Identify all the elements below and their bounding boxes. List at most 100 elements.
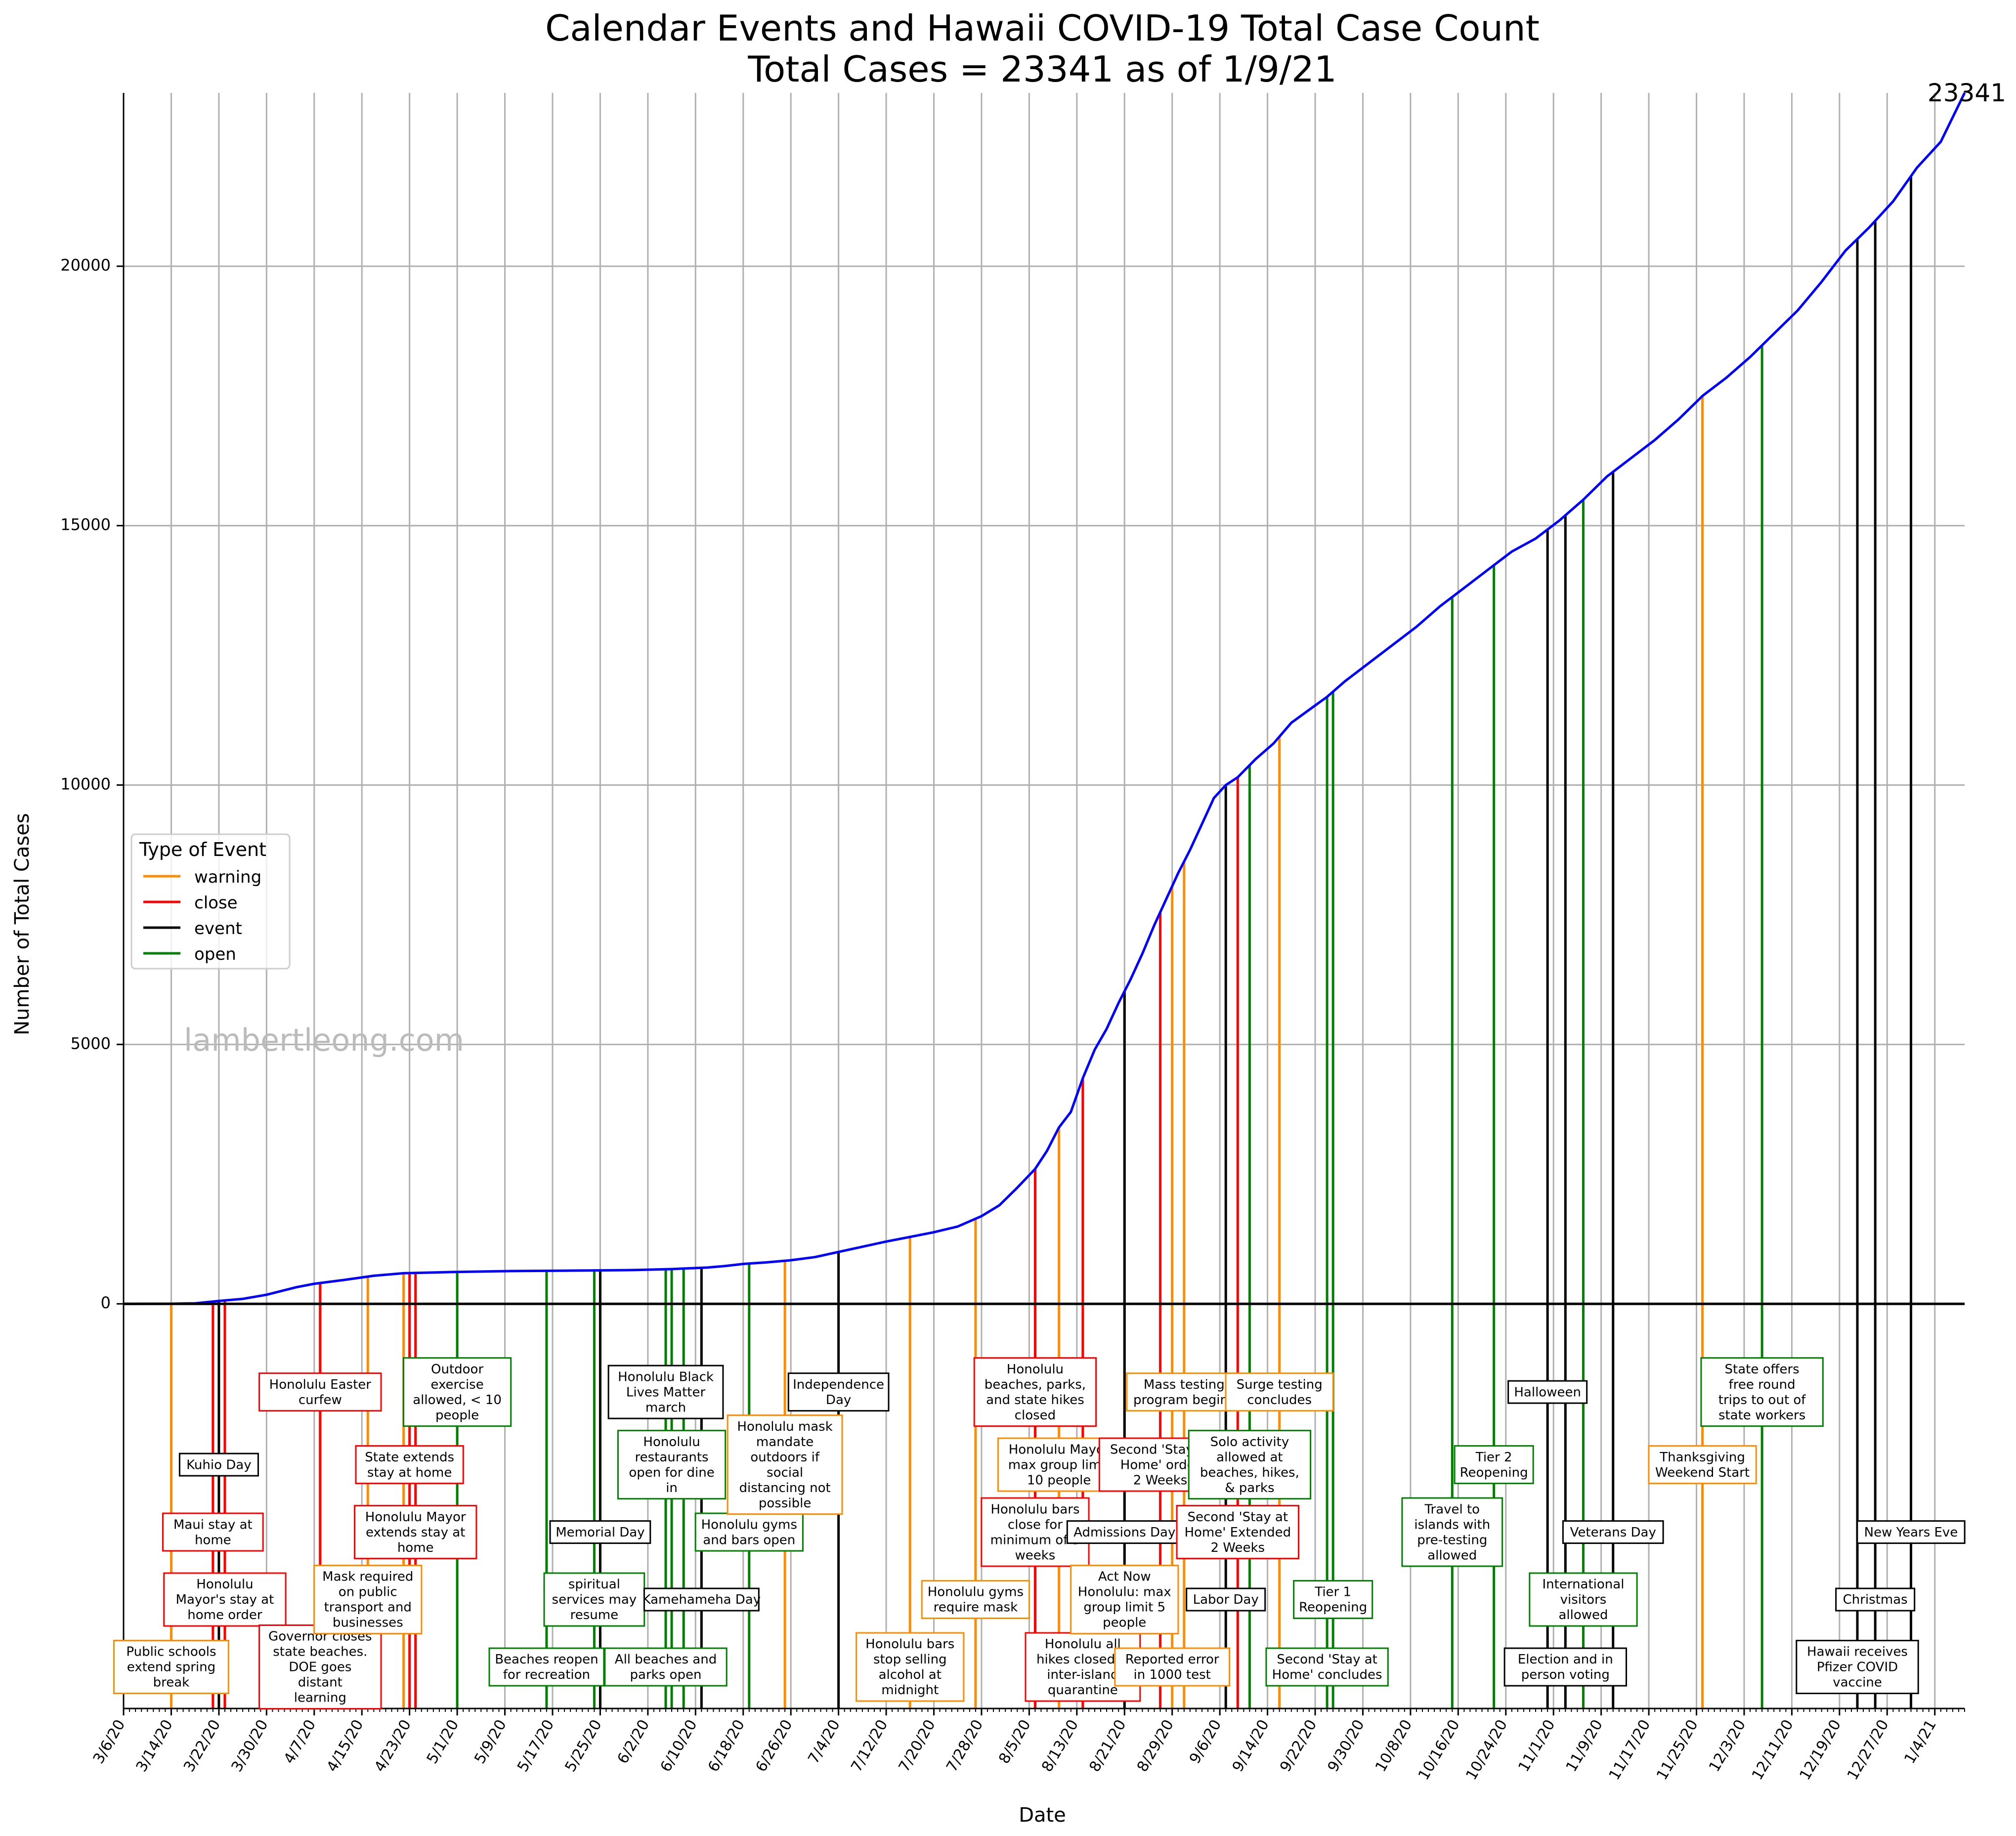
event-label: Public schools extend spring break xyxy=(126,1645,216,1690)
event-label-box xyxy=(163,1572,287,1627)
x-tick-label: 10/8/20 xyxy=(1372,1717,1415,1775)
event-label: Honolulu Mayor max group limit 10 people xyxy=(1008,1442,1110,1488)
event-label-box xyxy=(607,1365,724,1419)
event-label: New Years Eve xyxy=(1864,1525,1958,1540)
y-tick-label: 15000 xyxy=(60,515,111,534)
x-tick-label: 12/11/20 xyxy=(1749,1717,1797,1783)
x-tick-label: 4/15/20 xyxy=(323,1717,367,1775)
legend-label-warning: warning xyxy=(194,867,261,887)
event-label-box xyxy=(1066,1520,1183,1544)
event-label: Veterans Day xyxy=(1570,1525,1656,1540)
event-label-box xyxy=(488,1647,605,1687)
event-label: Election and in person voting xyxy=(1518,1652,1613,1682)
event-label-box xyxy=(355,1445,464,1485)
x-tick-label: 9/22/20 xyxy=(1277,1717,1320,1775)
event-label: Honolulu bars stop selling alcohol at midni… xyxy=(865,1637,954,1698)
event-label-box xyxy=(313,1565,423,1635)
event-label-box xyxy=(543,1572,645,1627)
legend-label-close: close xyxy=(194,893,238,913)
x-tick-label: 8/21/20 xyxy=(1086,1717,1129,1775)
event-label: Outdoor exercise allowed, < 10 people xyxy=(413,1362,502,1423)
legend-entry-open: open xyxy=(143,944,236,964)
event-label: Honolulu restaurants open for dine in xyxy=(629,1435,714,1495)
y-tick-label: 5000 xyxy=(71,1034,111,1053)
x-tick-label: 11/17/20 xyxy=(1606,1717,1654,1783)
event-label-box xyxy=(1114,1647,1231,1687)
x-tick-label: 7/20/20 xyxy=(896,1717,939,1775)
x-tick-label: 3/22/20 xyxy=(180,1717,224,1775)
event-label-box xyxy=(1225,1372,1334,1412)
event-label: Honolulu Mayor extends stay at home xyxy=(365,1510,466,1555)
event-label-box xyxy=(856,1632,965,1702)
y-tick-label: 10000 xyxy=(60,774,111,793)
x-tick-label: 8/5/20 xyxy=(995,1717,1034,1767)
y-tick-label: 0 xyxy=(101,1293,111,1312)
event-label-box xyxy=(973,1357,1097,1427)
legend-title: Type of Event xyxy=(139,839,266,860)
total-cases-line xyxy=(123,92,1966,1305)
event-label-box xyxy=(402,1357,512,1427)
legend-entry-warning: warning xyxy=(143,867,261,887)
x-tick-label: 11/25/20 xyxy=(1653,1717,1702,1783)
event-label-box xyxy=(258,1624,382,1710)
event-label-box xyxy=(1503,1647,1628,1687)
event-label: Thanksgiving Weekend Start xyxy=(1655,1450,1750,1480)
event-label-box xyxy=(1562,1520,1664,1544)
event-label-box xyxy=(549,1520,651,1544)
x-tick-label: 9/30/20 xyxy=(1325,1717,1368,1775)
x-tick-label: 7/4/20 xyxy=(805,1717,844,1767)
event-label-box xyxy=(1700,1357,1824,1427)
x-tick-label: 7/12/20 xyxy=(848,1717,891,1775)
event-label-box xyxy=(604,1647,728,1687)
chart-subtitle: Total Cases = 23341 as of 1/9/21 xyxy=(747,48,1336,90)
y-axis-label: Number of Total Cases xyxy=(11,813,34,1035)
event-label: Independence Day xyxy=(793,1377,884,1408)
event-label: Admissions Day xyxy=(1073,1525,1175,1540)
event-label-box xyxy=(921,1580,1030,1620)
x-tick-label: 3/30/20 xyxy=(228,1717,271,1775)
x-tick-label: 3/6/20 xyxy=(90,1717,129,1767)
x-tick-label: 6/2/20 xyxy=(614,1717,653,1767)
x-tick-label: 5/1/20 xyxy=(424,1717,463,1767)
event-label-box xyxy=(617,1430,727,1500)
x-tick-label: 11/9/20 xyxy=(1563,1717,1606,1775)
event-label-box xyxy=(1529,1572,1638,1627)
event-label-box xyxy=(1796,1640,1919,1695)
case-line-layer xyxy=(123,92,1966,1305)
event-label: Honolulu all hikes closed & inter-island qu… xyxy=(1036,1637,1129,1698)
x-tick-label: 5/25/20 xyxy=(562,1717,605,1775)
x-tick-label: 8/13/20 xyxy=(1038,1717,1082,1775)
event-label: Christmas xyxy=(1843,1592,1908,1607)
event-label-box xyxy=(787,1372,890,1412)
x-tick-label: 6/26/20 xyxy=(752,1717,796,1775)
event-label: Mask required on public transport and busin… xyxy=(322,1570,413,1630)
x-tick-label: 4/23/20 xyxy=(371,1717,415,1775)
event-label: Kuhio Day xyxy=(186,1457,251,1472)
event-label: International visitors allowed xyxy=(1543,1577,1625,1623)
end-value-label: 23341 xyxy=(1928,79,2006,107)
event-label-box xyxy=(1648,1445,1757,1485)
x-tick-label: 5/17/20 xyxy=(514,1717,558,1775)
event-label-box xyxy=(113,1640,229,1695)
x-tick-label: 4/7/20 xyxy=(280,1717,319,1767)
event-label: Honolulu Easter curfew xyxy=(269,1377,372,1408)
event-label-box xyxy=(1188,1430,1312,1500)
event-label-box xyxy=(258,1372,382,1412)
x-tick-label: 10/24/20 xyxy=(1462,1717,1511,1783)
event-label: Tier 2 Reopening xyxy=(1460,1450,1528,1480)
event-label-box xyxy=(1454,1445,1534,1485)
legend-entry-close: close xyxy=(143,893,238,913)
x-tick-label: 8/29/20 xyxy=(1134,1717,1177,1775)
event-label-box xyxy=(727,1414,843,1515)
event-label: Tier 1 Reopening xyxy=(1299,1585,1367,1615)
chart-title: Calendar Events and Hawaii COVID-19 Tota… xyxy=(545,7,1540,49)
event-label: Honolulu mask mandate outdoors if social dis… xyxy=(737,1419,832,1511)
event-label-box xyxy=(1176,1505,1299,1560)
event-label: Maui stay at home xyxy=(173,1517,253,1547)
event-label-box xyxy=(1126,1372,1243,1412)
x-tick-label: 10/16/20 xyxy=(1415,1717,1463,1783)
event-label: Second 'Stay at Home' Extended 2 Weeks xyxy=(1184,1510,1291,1555)
x-tick-label: 12/27/20 xyxy=(1844,1717,1892,1783)
event-label: spiritual services may resume xyxy=(552,1577,637,1623)
